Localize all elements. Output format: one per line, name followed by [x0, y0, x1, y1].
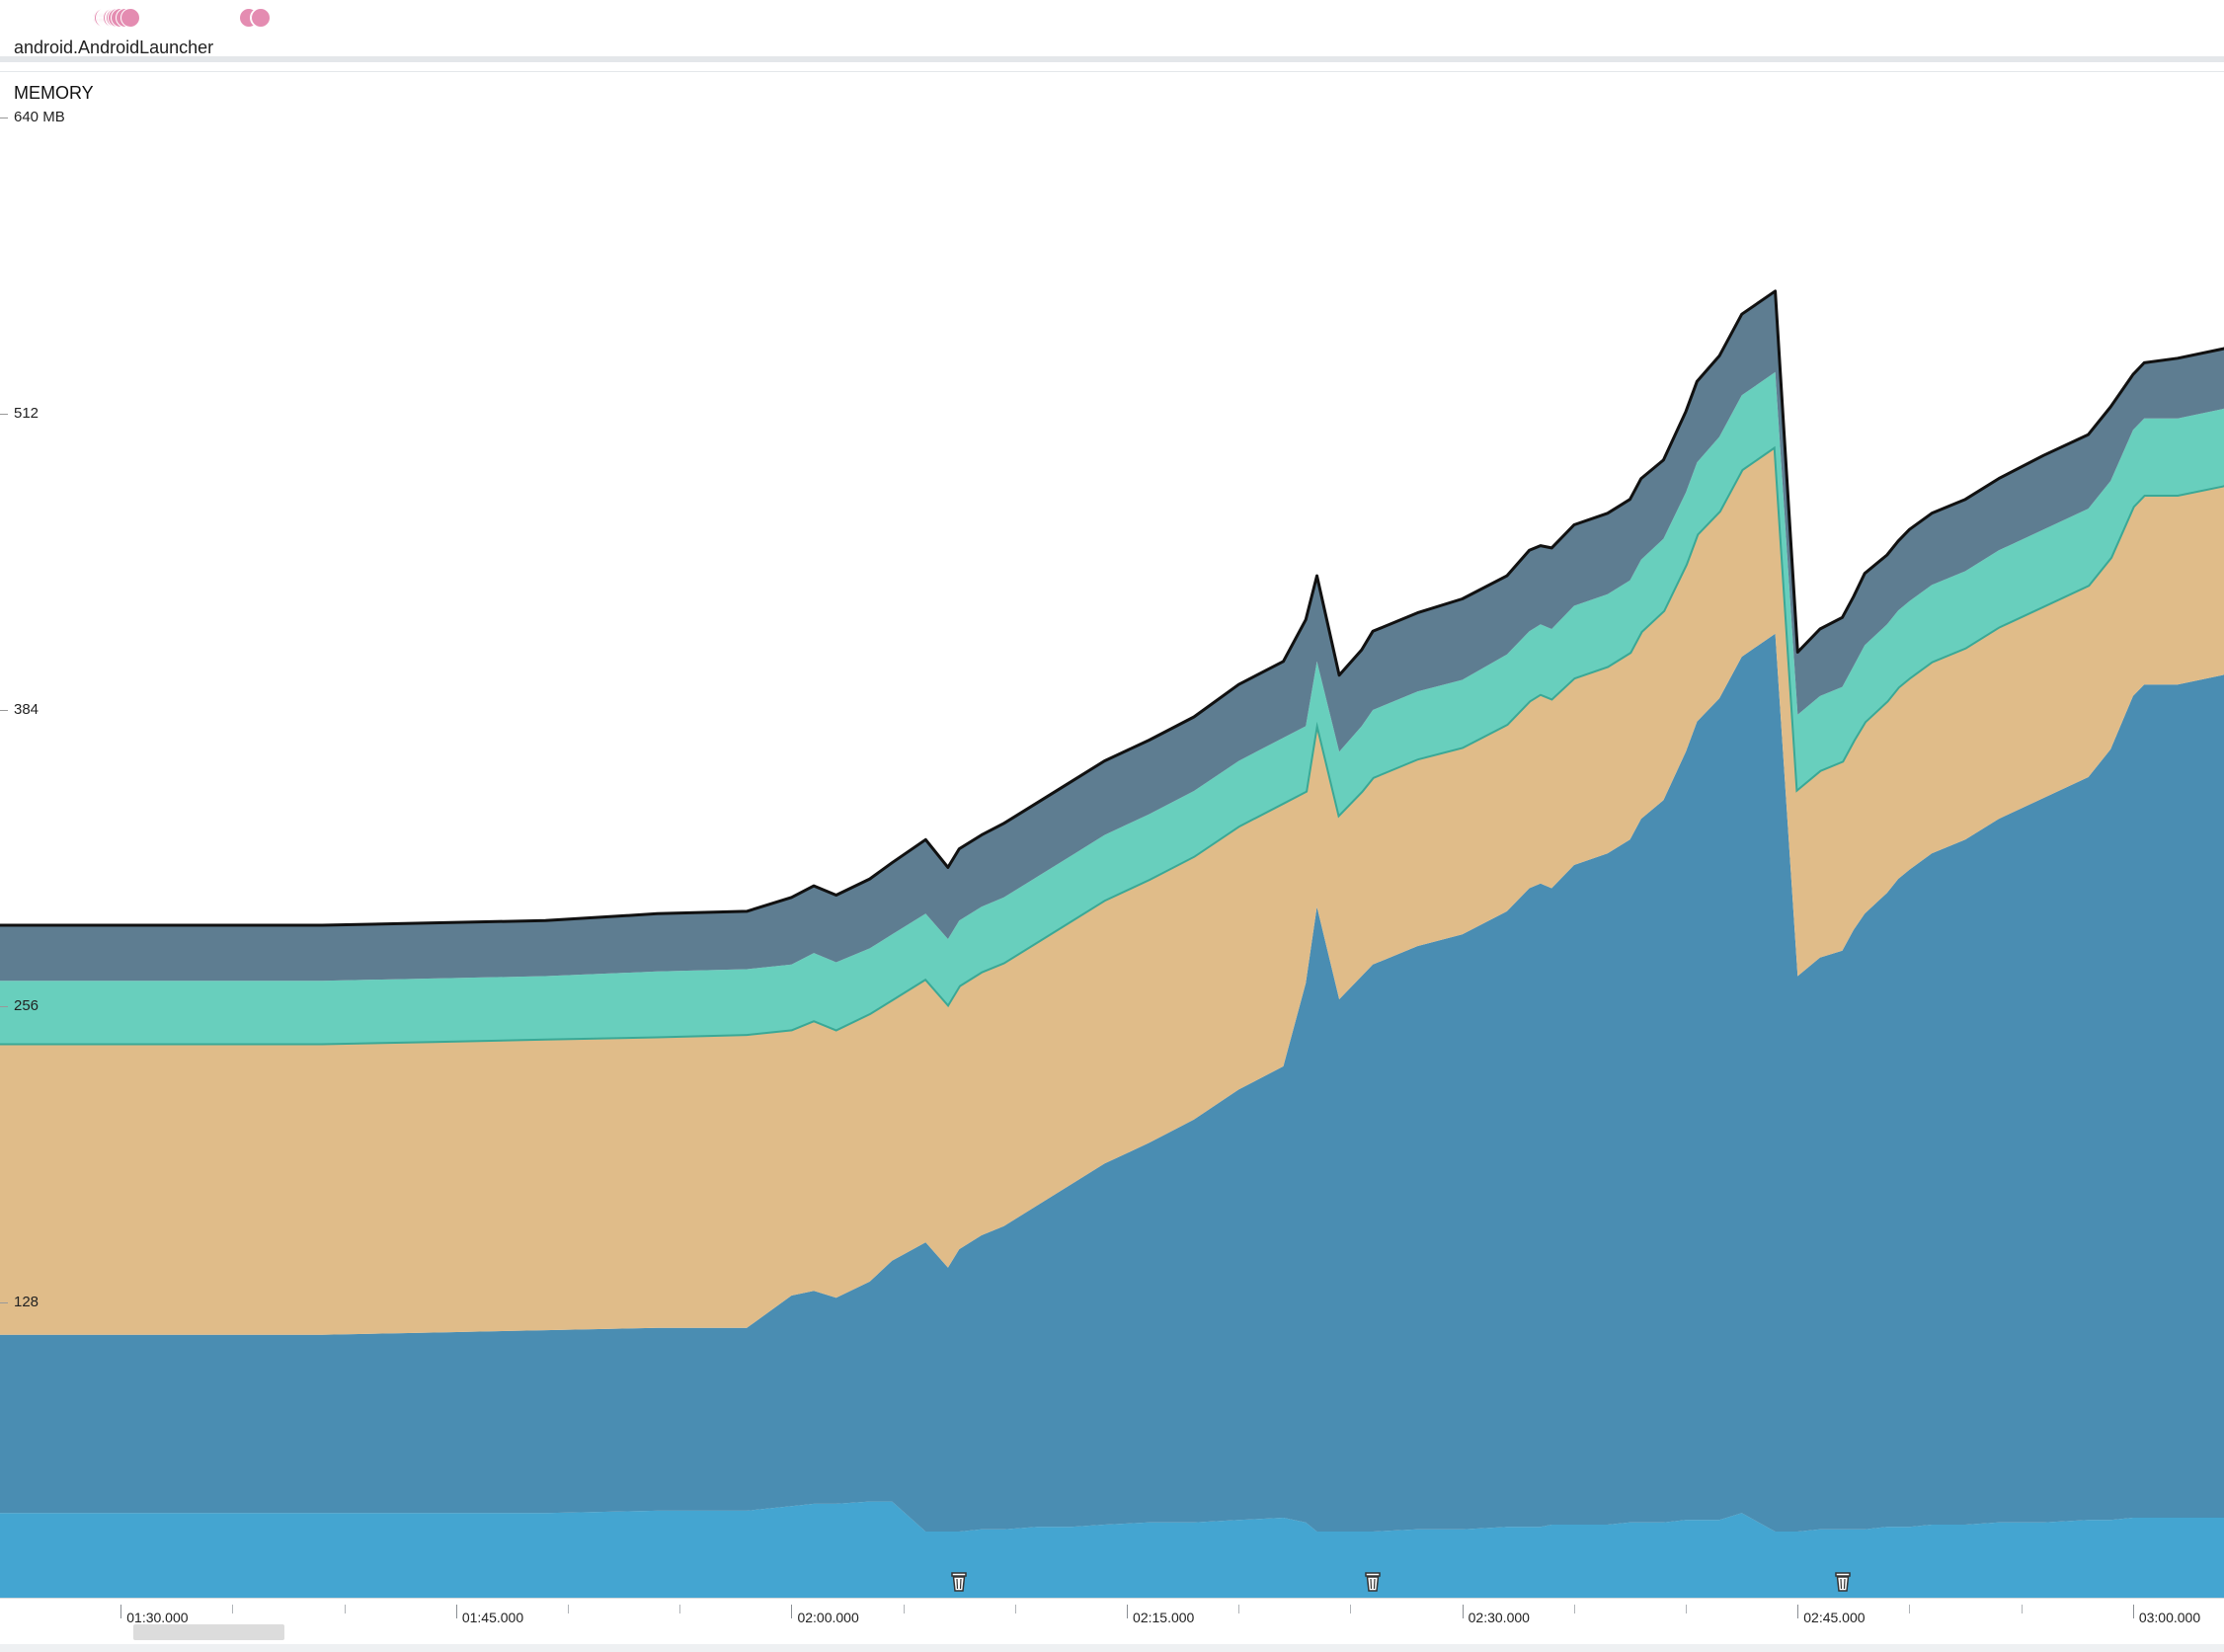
time-axis-minor-tick	[568, 1605, 570, 1613]
garbage-collection-icon[interactable]	[950, 1571, 968, 1593]
time-axis-label: 01:30.000	[126, 1610, 189, 1625]
time-axis	[0, 1598, 2224, 1643]
garbage-collection-icon[interactable]	[1834, 1571, 1852, 1593]
events-track	[0, 0, 2224, 57]
y-axis-label: 384	[14, 701, 40, 718]
time-axis-label: 02:15.000	[1133, 1610, 1195, 1625]
memory-chart[interactable]	[0, 0, 2224, 1605]
time-axis-minor-tick	[344, 1605, 346, 1613]
y-axis-tick	[0, 1006, 8, 1007]
y-axis-label: 512	[14, 405, 40, 422]
memory-area-4	[0, 371, 2224, 1044]
time-axis-label: 02:00.000	[797, 1610, 859, 1625]
y-axis-label: 128	[14, 1294, 40, 1310]
event-marker[interactable]	[250, 8, 271, 28]
time-axis-minor-tick	[1909, 1605, 1911, 1613]
y-axis-tick	[0, 1302, 8, 1303]
y-axis-label: 640 MB	[14, 109, 65, 125]
time-axis-label: 02:45.000	[1803, 1610, 1866, 1625]
scrollbar-thumb[interactable]	[133, 1624, 284, 1640]
time-axis-minor-tick	[679, 1605, 681, 1613]
events-divider	[0, 56, 2224, 62]
time-axis-major-tick	[791, 1605, 793, 1618]
section-divider	[0, 71, 2224, 72]
memory-area-3	[0, 445, 2224, 1335]
time-axis-major-tick	[455, 1605, 457, 1618]
memory-title: MEMORY	[14, 83, 94, 103]
garbage-collection-icon[interactable]	[1364, 1571, 1382, 1593]
time-axis-minor-tick	[1238, 1605, 1240, 1613]
time-axis-major-tick	[2132, 1605, 2134, 1618]
horizontal-scrollbar[interactable]	[0, 1644, 2224, 1652]
time-axis-minor-tick	[1686, 1605, 1688, 1613]
time-axis-label: 01:45.000	[461, 1610, 524, 1625]
time-axis-major-tick	[1462, 1605, 1464, 1618]
time-axis-minor-tick	[903, 1605, 905, 1613]
time-axis-label: 03:00.000	[2138, 1610, 2201, 1625]
memory-area-2	[0, 633, 2224, 1532]
time-axis-major-tick	[1127, 1605, 1129, 1618]
time-axis-minor-tick	[232, 1605, 234, 1613]
time-axis-minor-tick	[1573, 1605, 1575, 1613]
memory-area-5	[0, 290, 2224, 982]
time-axis-label: 02:30.000	[1468, 1610, 1530, 1625]
y-axis-tick	[0, 414, 8, 415]
app-label: android.AndroidLauncher	[14, 38, 214, 57]
time-axis-minor-tick	[1350, 1605, 1352, 1613]
event-marker[interactable]	[120, 8, 141, 28]
y-axis-label: 256	[14, 997, 40, 1014]
time-axis-major-tick	[120, 1605, 122, 1618]
y-axis-tick	[0, 710, 8, 711]
memory-total-line	[0, 289, 2224, 927]
memory-area-1	[0, 1501, 2224, 1599]
time-axis-major-tick	[1797, 1605, 1799, 1618]
time-axis-minor-tick	[2021, 1605, 2023, 1613]
time-axis-minor-tick	[1014, 1605, 1016, 1613]
